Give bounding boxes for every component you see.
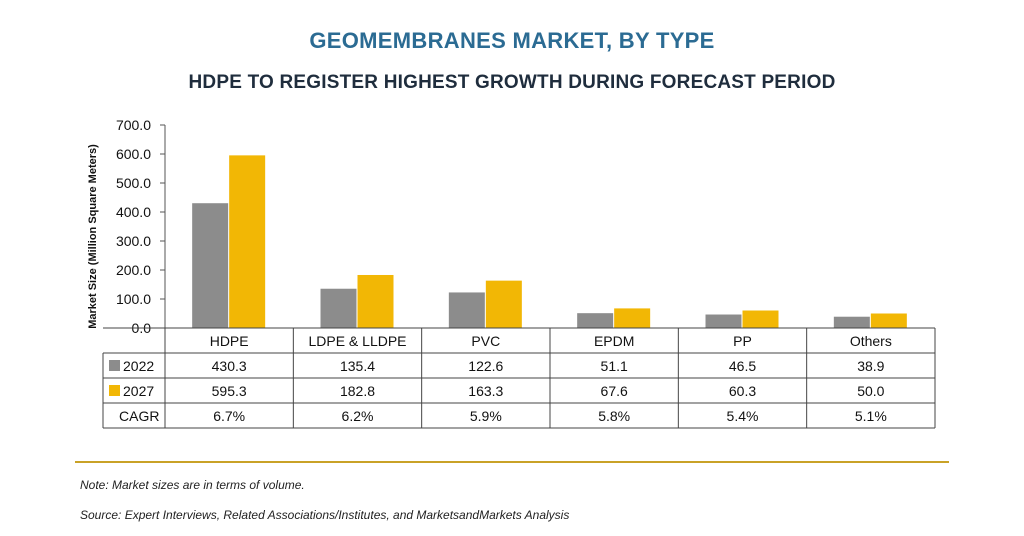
cagr-value: 5.9% bbox=[470, 408, 502, 424]
y-axis-label: Market Size (Million Square Meters) bbox=[87, 144, 99, 329]
data-label-2022: 135.4 bbox=[340, 358, 375, 374]
cagr-value: 5.4% bbox=[727, 408, 759, 424]
chart-title: GEOMEMBRANES MARKET, BY TYPE bbox=[309, 28, 715, 53]
bar-2027-3 bbox=[614, 308, 651, 328]
y-tick-label: 700.0 bbox=[116, 117, 151, 133]
bar-2027-4 bbox=[742, 310, 779, 328]
data-label-2027: 60.3 bbox=[729, 383, 756, 399]
bar-2022-2 bbox=[448, 292, 485, 328]
category-label: EPDM bbox=[594, 333, 634, 349]
y-tick-label: 100.0 bbox=[116, 291, 151, 307]
bar-2027-2 bbox=[485, 280, 522, 328]
data-label-2027: 182.8 bbox=[340, 383, 375, 399]
footnote-source: Source: Expert Interviews, Related Assoc… bbox=[80, 508, 570, 522]
data-label-2027: 595.3 bbox=[212, 383, 247, 399]
cagr-value: 6.2% bbox=[342, 408, 374, 424]
bar-chart: 0.0100.0200.0300.0400.0500.0600.0700.0Ma… bbox=[87, 117, 936, 429]
cagr-value: 5.1% bbox=[855, 408, 887, 424]
legend-swatch-2022 bbox=[109, 360, 120, 371]
data-label-2022: 430.3 bbox=[212, 358, 247, 374]
y-tick-label: 300.0 bbox=[116, 233, 151, 249]
data-label-2022: 51.1 bbox=[601, 358, 628, 374]
data-label-2027: 163.3 bbox=[468, 383, 503, 399]
data-label-2027: 67.6 bbox=[601, 383, 628, 399]
y-tick-label: 600.0 bbox=[116, 146, 151, 162]
y-tick-label: 200.0 bbox=[116, 262, 151, 278]
data-label-2022: 46.5 bbox=[729, 358, 756, 374]
bar-2022-5 bbox=[833, 316, 870, 328]
cagr-value: 5.8% bbox=[598, 408, 630, 424]
bar-2022-1 bbox=[320, 288, 357, 328]
legend-label-2022: 2022 bbox=[123, 358, 154, 374]
category-label: LDPE & LLDPE bbox=[308, 333, 406, 349]
data-label-2027: 50.0 bbox=[857, 383, 884, 399]
chart-subtitle: HDPE TO REGISTER HIGHEST GROWTH DURING F… bbox=[188, 72, 836, 93]
footnote-note: Note: Market sizes are in terms of volum… bbox=[80, 478, 305, 492]
category-label: HDPE bbox=[210, 333, 249, 349]
bar-2027-5 bbox=[870, 313, 907, 328]
legend-label-2027: 2027 bbox=[123, 383, 154, 399]
bar-2022-4 bbox=[705, 314, 742, 328]
category-label: PVC bbox=[471, 333, 500, 349]
y-tick-label: 500.0 bbox=[116, 175, 151, 191]
cagr-value: 6.7% bbox=[213, 408, 245, 424]
cagr-row-label: CAGR bbox=[119, 408, 159, 424]
legend-swatch-2027 bbox=[109, 385, 120, 396]
bar-2027-0 bbox=[229, 155, 266, 328]
category-label: PP bbox=[733, 333, 752, 349]
bar-2027-1 bbox=[357, 274, 394, 328]
bar-2022-0 bbox=[192, 203, 229, 328]
y-tick-label: 400.0 bbox=[116, 204, 151, 220]
footer-divider bbox=[75, 461, 949, 463]
bar-2022-3 bbox=[577, 313, 614, 328]
category-label: Others bbox=[850, 333, 892, 349]
data-label-2022: 122.6 bbox=[468, 358, 503, 374]
data-label-2022: 38.9 bbox=[857, 358, 884, 374]
